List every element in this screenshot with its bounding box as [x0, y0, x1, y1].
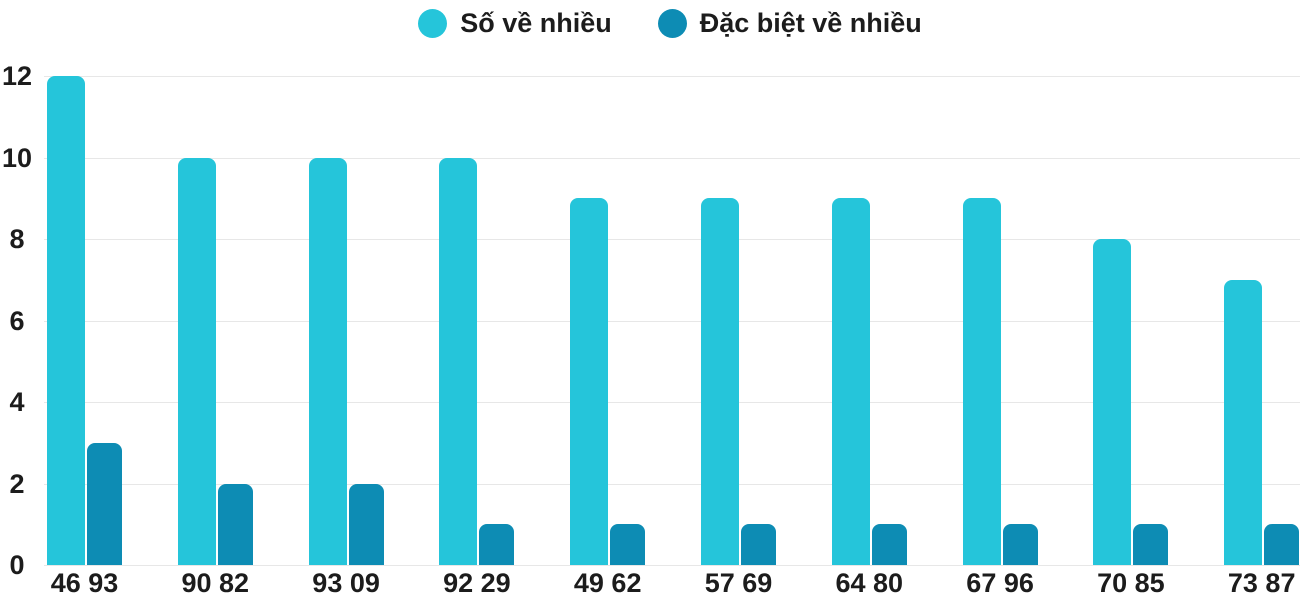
bar-s2-93-09	[348, 483, 384, 565]
bar-s2-49-62	[610, 524, 646, 566]
x-axis-label-93-09: 93 09	[312, 568, 380, 598]
bar-s1-64-80	[831, 198, 870, 566]
legend-item-dac-biet-ve-nhieu[interactable]: Đặc biệt về nhiều	[657, 8, 922, 39]
y-axis-label-10: 10	[1, 143, 33, 173]
x-axis-label-73-87: 73 87	[1227, 568, 1296, 598]
legend-dot-icon	[418, 9, 448, 38]
bar-s1-46-93	[47, 76, 85, 565]
x-axis-label-64-80: 64 80	[835, 568, 904, 598]
legend-dot-icon	[657, 9, 687, 38]
y-axis-label-12: 12	[1, 61, 33, 91]
bar-s1-93-09	[308, 157, 347, 565]
legend-label: Đặc biệt về nhiều	[699, 8, 922, 38]
gridline-y-2	[44, 484, 1300, 485]
bar-s1-90-82	[177, 157, 216, 565]
chart-legend: Số về nhiều Đặc biệt về nhiều	[0, 8, 1300, 39]
x-axis-label-90-82: 90 82	[181, 568, 250, 598]
x-axis-label-57-69: 57 69	[704, 568, 773, 598]
gridline-y-8	[44, 239, 1300, 240]
gridline-y-12	[44, 76, 1300, 77]
gridline-y-6	[44, 321, 1300, 322]
x-axis-label-49-62: 49 62	[573, 568, 642, 598]
legend-item-so-ve-nhieu[interactable]: Số về nhiều	[418, 8, 612, 39]
legend-label: Số về nhiều	[460, 8, 612, 38]
y-axis-label-8: 8	[9, 224, 25, 254]
bar-s1-70-85	[1093, 239, 1132, 565]
bar-s2-90-82	[217, 483, 253, 565]
bar-s2-57-69	[741, 524, 776, 566]
bar-s2-73-87	[1264, 524, 1300, 566]
bar-s1-73-87	[1224, 279, 1263, 566]
bar-s2-70-85	[1133, 524, 1169, 566]
y-axis-label-6: 6	[9, 306, 25, 336]
bar-s1-57-69	[701, 198, 739, 566]
gridline-y-0	[44, 565, 1300, 566]
bar-s1-49-62	[570, 198, 609, 566]
bar-s2-46-93	[87, 442, 122, 566]
x-axis-label-46-93: 46 93	[50, 568, 119, 598]
bar-s2-64-80	[871, 524, 907, 566]
x-axis-label-70-85: 70 85	[1097, 568, 1165, 598]
y-axis-label-2: 2	[9, 469, 25, 499]
gridline-y-4	[44, 402, 1300, 403]
y-axis-label-4: 4	[9, 387, 25, 417]
x-axis-label-92-29: 92 29	[443, 568, 511, 598]
y-axis-label-0: 0	[9, 550, 25, 580]
x-axis-label-67-96: 67 96	[966, 568, 1034, 598]
gridline-y-10	[44, 158, 1300, 159]
bar-s2-67-96	[1002, 524, 1038, 566]
bar-s1-92-29	[439, 157, 478, 565]
bar-s1-67-96	[962, 198, 1001, 566]
bar-s2-92-29	[479, 524, 515, 566]
